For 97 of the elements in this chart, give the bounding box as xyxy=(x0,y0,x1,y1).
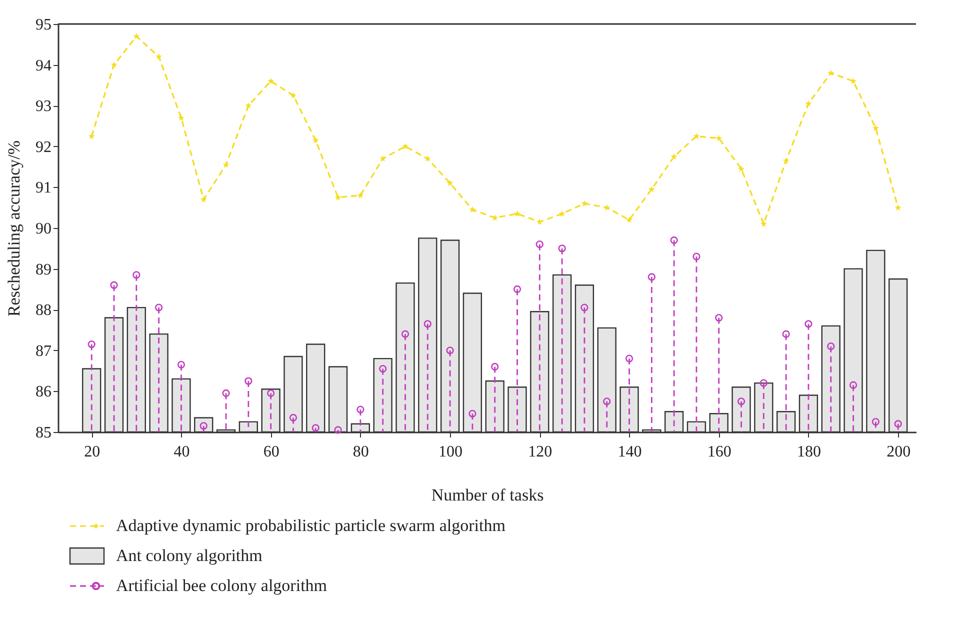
x-tick-label: 40 xyxy=(174,444,190,460)
point xyxy=(670,236,678,244)
y-tick-label: 93 xyxy=(36,98,52,116)
point xyxy=(581,200,588,207)
point xyxy=(155,53,162,60)
point xyxy=(154,304,163,312)
point xyxy=(289,414,298,422)
legend-label: Ant colony algorithm xyxy=(116,546,262,565)
point xyxy=(648,273,656,281)
point xyxy=(648,186,656,192)
y-tick-label: 85 xyxy=(36,424,52,442)
point xyxy=(804,320,812,328)
x-tick-label: 100 xyxy=(438,444,463,460)
point xyxy=(603,398,611,406)
x-tick-label: 160 xyxy=(707,444,732,460)
point xyxy=(670,153,678,160)
point xyxy=(424,320,432,328)
point xyxy=(580,304,588,312)
point xyxy=(536,240,544,248)
y-tick-label: 95 xyxy=(36,16,52,34)
point xyxy=(737,398,746,406)
point xyxy=(200,196,207,202)
legend-label: Adaptive dynamic probabilistic particle swarm algorithm xyxy=(116,516,506,535)
y-tick-label: 89 xyxy=(36,261,52,278)
point xyxy=(245,102,252,109)
point xyxy=(849,381,858,389)
point xyxy=(872,124,880,132)
point xyxy=(693,132,700,140)
y-tick-label: 91 xyxy=(36,180,52,197)
point xyxy=(603,204,610,211)
point xyxy=(357,192,364,198)
point xyxy=(513,285,522,294)
point xyxy=(222,389,230,398)
x-axis-title: Number of tasks xyxy=(431,486,544,504)
point xyxy=(424,155,431,162)
point xyxy=(401,330,410,338)
point xyxy=(558,244,566,252)
point xyxy=(402,143,409,150)
point xyxy=(692,252,700,260)
point xyxy=(805,100,812,107)
point xyxy=(312,136,319,144)
point xyxy=(625,354,634,362)
y-tick-label: 94 xyxy=(36,57,52,74)
point xyxy=(178,114,185,121)
point xyxy=(828,70,834,76)
point xyxy=(267,78,274,84)
y-axis-title: Rescheduling accuracy/% xyxy=(4,140,24,317)
point xyxy=(469,206,476,213)
x-tick-label: 180 xyxy=(796,444,821,460)
point xyxy=(312,424,320,432)
x-tick-label: 140 xyxy=(618,444,642,460)
x-tick-label: 120 xyxy=(528,444,552,460)
point xyxy=(446,346,454,354)
point xyxy=(536,218,543,225)
point xyxy=(88,132,95,140)
x-tick-label: 20 xyxy=(84,444,100,460)
y-tick-label: 87 xyxy=(36,342,52,360)
point xyxy=(872,418,880,426)
point xyxy=(491,362,499,371)
point xyxy=(558,210,566,217)
point xyxy=(132,271,140,279)
y-tick-label: 86 xyxy=(36,384,52,401)
point xyxy=(626,216,633,223)
point xyxy=(760,379,768,387)
point xyxy=(468,410,476,418)
point xyxy=(894,204,902,211)
point xyxy=(244,377,252,385)
x-tick-label: 60 xyxy=(263,444,280,460)
point xyxy=(894,420,902,428)
point xyxy=(110,61,118,68)
point xyxy=(222,161,230,168)
point xyxy=(514,210,521,217)
y-tick-label: 92 xyxy=(36,138,52,156)
point xyxy=(88,340,96,348)
point xyxy=(334,426,342,434)
point xyxy=(356,406,364,414)
x-tick-label: 200 xyxy=(886,444,911,460)
y-tick-label: 90 xyxy=(36,220,52,238)
point xyxy=(110,281,118,289)
legend-label: Artificial bee colony algorithm xyxy=(116,576,328,595)
point xyxy=(290,92,297,98)
point xyxy=(133,32,140,40)
point xyxy=(782,157,790,164)
point xyxy=(760,220,768,227)
point xyxy=(334,194,342,200)
point xyxy=(738,165,745,172)
point xyxy=(446,180,454,186)
y-tick-label: 88 xyxy=(36,302,52,320)
point xyxy=(782,330,790,338)
point xyxy=(379,364,387,373)
point xyxy=(827,342,835,350)
point xyxy=(716,134,722,142)
point xyxy=(379,155,386,162)
x-tick-label: 80 xyxy=(352,444,369,460)
point xyxy=(267,389,275,398)
point xyxy=(715,314,723,322)
point xyxy=(177,360,186,368)
